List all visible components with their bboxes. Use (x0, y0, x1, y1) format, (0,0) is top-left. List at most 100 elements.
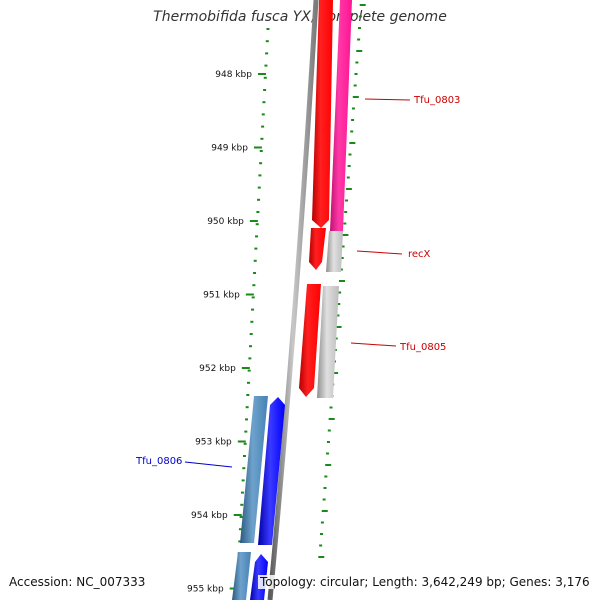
outer-tick (349, 142, 356, 144)
outer-tick (338, 291, 342, 294)
inner-tick (266, 28, 270, 30)
inner-tick (249, 345, 253, 348)
outer-tick (319, 544, 323, 547)
inner-tick (244, 430, 248, 433)
inner-tick (255, 223, 259, 226)
inner-tick (253, 259, 257, 262)
outer-tick (325, 464, 332, 466)
gene-track[interactable] (232, 0, 352, 600)
genome-backbone (267, 0, 319, 600)
inner-tick (241, 479, 245, 482)
outer-tick (326, 441, 330, 443)
inner-tick (252, 284, 256, 287)
inner-tick (251, 308, 255, 311)
leader-line-tfu0806 (184, 461, 233, 468)
outer-tick (335, 326, 342, 328)
scale-major-tick (233, 514, 242, 516)
outer-tick (348, 153, 352, 156)
gene-arrow-red-1[interactable] (312, 0, 333, 228)
outer-tick (339, 268, 343, 271)
outer-tick (337, 303, 341, 305)
scale-label: 951 kbp (203, 291, 240, 301)
outer-tick (351, 119, 355, 121)
inner-tick (258, 174, 262, 177)
outer-tick (345, 199, 349, 202)
scale-label: 955 kbp (187, 585, 224, 595)
outer-tick (329, 406, 333, 409)
outer-tick (355, 61, 359, 64)
outer-tick (318, 556, 325, 558)
scale-label: 952 kbp (199, 364, 236, 374)
scale-major-tick (245, 293, 254, 296)
outer-tick (358, 15, 362, 18)
inner-tick (247, 381, 251, 384)
inner-tick (246, 394, 250, 396)
gene-arrow-tfu0803[interactable] (330, 0, 352, 231)
gene-label-tfu0806[interactable]: Tfu_0806 (135, 456, 182, 467)
inner-tick (239, 516, 243, 518)
outer-tick (342, 234, 349, 236)
inner-tick (254, 247, 258, 250)
scale-major-tick (249, 220, 258, 222)
gene-arrow-tfu0806[interactable] (240, 396, 268, 543)
outer-tick (339, 280, 345, 282)
inner-tick (247, 369, 251, 372)
inner-tick (257, 186, 261, 189)
inner-tick (259, 162, 263, 165)
outer-tick (341, 245, 345, 248)
gene-labels: Tfu_0803 recX Tfu_0805 Tfu_0806 (135, 95, 460, 468)
scale-major-tick (241, 367, 250, 369)
gene-arrow-blue-1[interactable] (258, 397, 285, 545)
inner-tick (242, 467, 246, 470)
scale-label: 949 kbp (211, 144, 248, 154)
outer-tick (359, 4, 366, 6)
leader-line-tfu0803 (364, 98, 411, 101)
inner-tick (245, 406, 249, 409)
outer-tick (344, 211, 348, 213)
outer-tick-ring (318, 4, 366, 558)
inner-tick (238, 528, 242, 531)
gene-label-tfu0803[interactable]: Tfu_0803 (413, 95, 460, 106)
scale-labels: 948 kbp 949 kbp 950 kbp 951 kbp 952 kbp 953 k… (187, 70, 266, 595)
scale-major-tick (253, 146, 262, 149)
scale-label: 954 kbp (191, 511, 228, 521)
gene-arrow-steel-2[interactable] (232, 552, 251, 600)
outer-tick (328, 418, 335, 420)
scale-label: 948 kbp (215, 70, 252, 80)
inner-tick (240, 491, 244, 494)
inner-tick (264, 64, 268, 67)
inner-tick (263, 76, 267, 79)
scale-major-tick (237, 440, 246, 443)
outer-tick (357, 38, 361, 41)
leader-line-recx (356, 250, 403, 255)
inner-tick (255, 235, 259, 238)
accession-label: Accession: NC_007333 (9, 575, 146, 589)
inner-tick (262, 101, 266, 104)
outer-tick (322, 498, 326, 501)
outer-tick (321, 510, 328, 512)
outer-tick (326, 452, 330, 455)
outer-tick (327, 429, 331, 432)
gene-label-recx[interactable]: recX (408, 249, 431, 260)
outer-tick (336, 314, 340, 317)
inner-tick (243, 442, 247, 445)
gene-arrow-tfu0805[interactable] (317, 286, 339, 398)
inner-tick (263, 89, 267, 91)
gene-arrow-red-2[interactable] (309, 228, 326, 270)
leader-line-tfu0805 (350, 342, 397, 347)
gene-arrow-red-3[interactable] (299, 284, 321, 397)
outer-tick (345, 188, 352, 190)
inner-tick (250, 320, 254, 323)
outer-tick (324, 475, 328, 478)
gene-label-tfu0805[interactable]: Tfu_0805 (399, 342, 446, 353)
inner-tick (265, 40, 269, 43)
outer-tick (332, 372, 339, 374)
inner-tick (256, 211, 260, 213)
outer-tick (357, 27, 361, 29)
outer-tick (354, 73, 358, 75)
outer-tick (350, 130, 354, 133)
gene-arrow-recx[interactable] (326, 231, 343, 272)
inner-tick (253, 272, 257, 274)
inner-tick (240, 503, 244, 506)
